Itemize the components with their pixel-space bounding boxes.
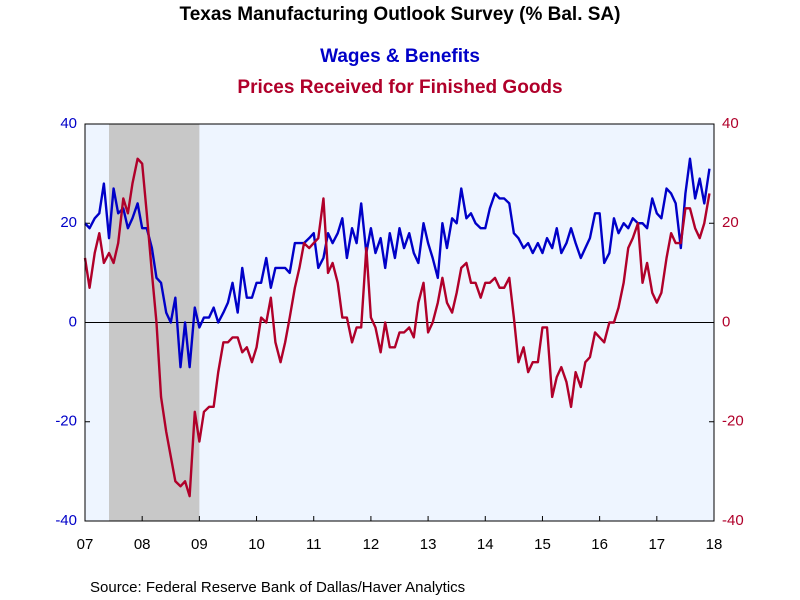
y2-tick-label: -20 (722, 413, 744, 430)
x-tick-label: 09 (191, 536, 208, 553)
chart-title: Texas Manufacturing Outlook Survey (% Ba… (180, 4, 621, 25)
y2-tick-label: 40 (722, 115, 739, 132)
plot-frame (84, 123, 715, 522)
y2-tick-label: 0 (722, 313, 730, 330)
y-tick-label: 40 (60, 115, 77, 132)
x-tick-label: 11 (306, 536, 322, 553)
source-note: Source: Federal Reserve Bank of Dallas/H… (90, 579, 465, 596)
x-tick-label: 15 (534, 536, 551, 553)
series-line (83, 157, 711, 498)
x-tick-label: 14 (477, 536, 494, 553)
y2-tick-label: -40 (722, 512, 744, 529)
y-tick-label: 20 (60, 214, 77, 231)
y-tick-label: -20 (55, 413, 77, 430)
x-tick-label: 12 (363, 536, 380, 553)
legend-entry: Wages & Benefits (320, 46, 480, 67)
x-tick-label: 13 (420, 536, 437, 553)
y-tick-label: 0 (69, 313, 77, 330)
series-line (84, 157, 711, 369)
x-tick-label: 16 (591, 536, 608, 553)
y2-tick-label: 20 (722, 214, 739, 231)
x-tick-label: 07 (77, 536, 94, 553)
y-tick-label: -40 (55, 512, 77, 529)
x-tick-label: 10 (248, 536, 265, 553)
x-tick-label: 18 (706, 536, 723, 553)
x-tick-label: 08 (134, 536, 151, 553)
x-tick-label: 17 (648, 536, 665, 553)
legend-entry: Prices Received for Finished Goods (237, 77, 562, 98)
